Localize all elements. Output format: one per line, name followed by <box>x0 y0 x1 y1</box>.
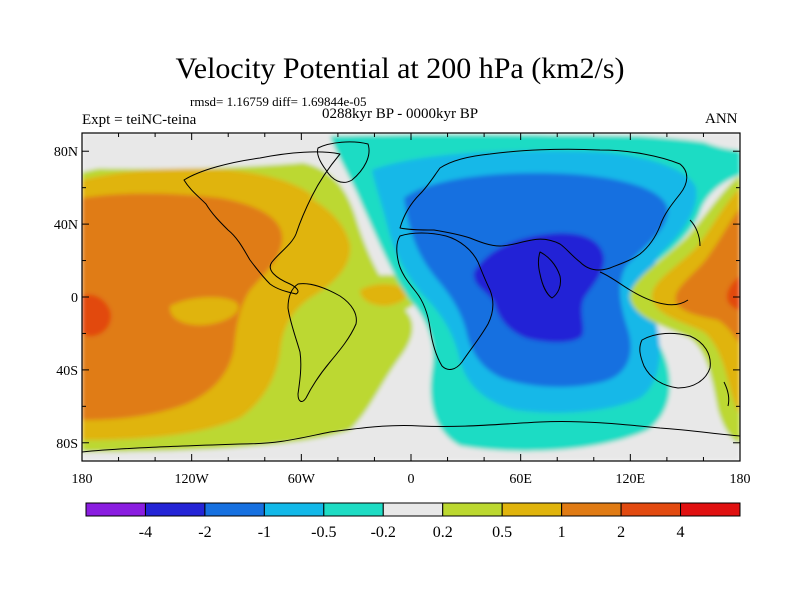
colorbar-box <box>382 502 444 517</box>
colorbar-label: -2 <box>198 524 211 541</box>
india-coast <box>538 251 561 299</box>
lon-tick-label: 120E <box>616 472 646 487</box>
lon-tick-label: 120W <box>175 472 210 487</box>
lon-tick-label: 180 <box>72 472 93 487</box>
lon-tick-label: 60E <box>509 472 532 487</box>
wpac-contour-2 <box>726 276 740 310</box>
colorbar-box <box>263 502 325 517</box>
colorbar-box <box>204 502 265 517</box>
velocity-potential-field <box>82 133 740 461</box>
latitude-ticks: 80N 40N 0 40S 80S <box>54 145 740 452</box>
lon-tick-label: 0 <box>408 472 415 487</box>
colorbar-label: 0.5 <box>492 524 512 541</box>
africa-coast <box>396 232 494 370</box>
pacific-inner-0.5 <box>169 297 239 326</box>
colorbar-label: -1 <box>258 524 271 541</box>
north-america-coast <box>183 151 341 295</box>
negative-contour-2 <box>473 233 604 343</box>
colorbar-box <box>680 502 741 517</box>
stats-label: rmsd= 1.16759 diff= 1.69844e-05 <box>190 94 367 109</box>
colorbar-box <box>620 502 682 517</box>
arctic-neutral-east <box>700 133 740 150</box>
lat-tick-label: 80N <box>54 145 78 160</box>
period-label: 0288kyr BP - 0000kyr BP <box>322 106 479 122</box>
lat-tick-label: 40N <box>54 218 78 233</box>
north-pacific-0.5 <box>82 168 316 198</box>
maritime-continent-coast <box>599 271 689 306</box>
greenland-coast <box>317 141 370 183</box>
colorbar-label: -0.5 <box>311 524 336 541</box>
colorbar-box <box>442 502 503 517</box>
colorbar-box <box>501 502 563 517</box>
wpac-contour-1 <box>675 208 740 344</box>
japan-coast <box>689 219 701 247</box>
eurasia-coast <box>399 148 688 271</box>
colorbar-label: 2 <box>617 524 625 541</box>
lat-tick-label: 0 <box>71 291 78 306</box>
lat-tick-label: 80S <box>56 437 78 452</box>
longitude-ticks: 180 120W 60W 0 60E 120E 180 <box>72 133 751 487</box>
season-label: ANN <box>705 111 738 127</box>
colorbar-label: 0.2 <box>433 524 453 541</box>
lon-tick-label: 60W <box>288 472 316 487</box>
colorbar-box <box>144 502 206 517</box>
south-america-coast <box>287 283 357 402</box>
colorbar-box <box>561 502 622 517</box>
colorbar-box <box>85 502 146 517</box>
newzealand-coast <box>723 381 730 407</box>
colorbar: -4 -2 -1 -0.5 -0.2 0.2 0.5 1 2 4 <box>85 502 741 541</box>
atlantic-contour-0.5 <box>360 284 407 306</box>
colorbar-label: -4 <box>139 524 152 541</box>
colorbar-box <box>323 502 384 517</box>
lat-tick-label: 40S <box>56 364 78 379</box>
colorbar-label: -0.2 <box>371 524 396 541</box>
coastlines <box>82 141 740 453</box>
antarctica-coast <box>82 420 740 453</box>
colorbar-label: 4 <box>677 524 685 541</box>
lon-tick-label: 180 <box>730 472 751 487</box>
australia-coast <box>639 332 711 389</box>
colorbar-label: 1 <box>558 524 566 541</box>
plot-title: Velocity Potential at 200 hPa (km2/s) <box>175 52 625 85</box>
positive-contour-2 <box>82 294 112 337</box>
experiment-label: Expt = teiNC-teina <box>82 112 197 128</box>
